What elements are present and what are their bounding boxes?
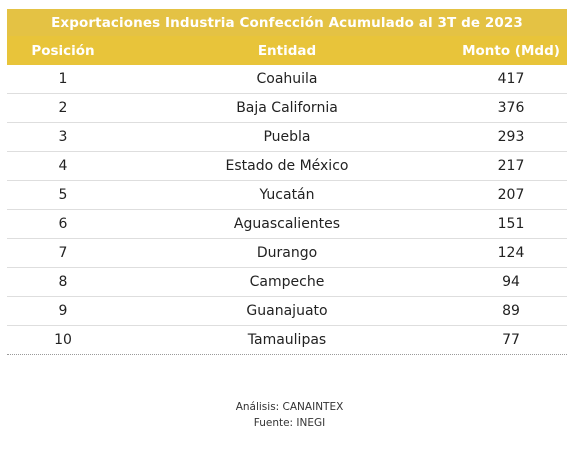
cell-monto: 376: [497, 100, 525, 116]
cell-posicion: 8: [58, 274, 68, 290]
cell-monto: 89: [502, 303, 520, 319]
cell-entidad: Puebla: [263, 129, 311, 145]
cell-posicion: 3: [58, 129, 68, 145]
cell-entidad: Campeche: [249, 274, 325, 290]
cell-posicion: 7: [58, 245, 68, 261]
table-row: 6 Aguascalientes 151: [7, 210, 567, 239]
source-credit: Fuente: INEGI: [253, 417, 326, 429]
table-row: 1 Coahuila 417: [7, 65, 567, 94]
cell-monto: 94: [502, 274, 520, 290]
table-header-row: Posición Entidad Monto (Mdd): [7, 36, 567, 65]
cell-posicion: 2: [58, 100, 68, 116]
cell-monto: 207: [497, 187, 525, 203]
cell-monto: 417: [497, 71, 525, 87]
cell-monto: 217: [497, 158, 525, 174]
table-row: 4 Estado de México 217: [7, 152, 567, 181]
cell-posicion: 5: [58, 187, 68, 203]
cell-entidad: Baja California: [236, 100, 338, 116]
cell-entidad: Aguascalientes: [233, 216, 341, 232]
column-header-monto: Monto (Mdd): [462, 42, 560, 59]
analysis-credit: Análisis: CANAINTEX: [235, 401, 344, 413]
table-row: 7 Durango 124: [7, 239, 567, 268]
column-header-entidad: Entidad: [257, 42, 317, 59]
data-table: Exportaciones Industria Confección Acumu…: [7, 9, 567, 355]
table-row: 3 Puebla 293: [7, 123, 567, 152]
table-row: 10 Tamaulipas 77: [7, 326, 567, 355]
cell-posicion: 4: [58, 158, 68, 174]
cell-monto: 151: [497, 216, 525, 232]
footer: Análisis: CANAINTEX Fuente: INEGI: [0, 399, 579, 431]
cell-monto: 293: [497, 129, 525, 145]
cell-entidad: Estado de México: [225, 158, 349, 174]
table-row: 8 Campeche 94: [7, 268, 567, 297]
table-body: 1 Coahuila 417 2 Baja California 376 3 Puebla 29…: [7, 65, 567, 355]
table-row: 5 Yucatán 207: [7, 181, 567, 210]
cell-posicion: 1: [58, 71, 68, 87]
table-title: Exportaciones Industria Confección Acumu…: [7, 9, 567, 36]
table-row: 2 Baja California 376: [7, 94, 567, 123]
cell-monto: 124: [497, 245, 525, 261]
cell-monto: 77: [502, 332, 520, 348]
table-row: 9 Guanajuato 89: [7, 297, 567, 326]
cell-entidad: Durango: [256, 245, 318, 261]
column-header-posicion: Posición: [31, 42, 95, 59]
cell-posicion: 10: [54, 332, 72, 348]
cell-entidad: Guanajuato: [246, 303, 328, 319]
cell-entidad: Coahuila: [256, 71, 318, 87]
cell-posicion: 6: [58, 216, 68, 232]
cell-entidad: Tamaulipas: [247, 332, 327, 348]
cell-entidad: Yucatán: [259, 187, 315, 203]
cell-posicion: 9: [58, 303, 68, 319]
